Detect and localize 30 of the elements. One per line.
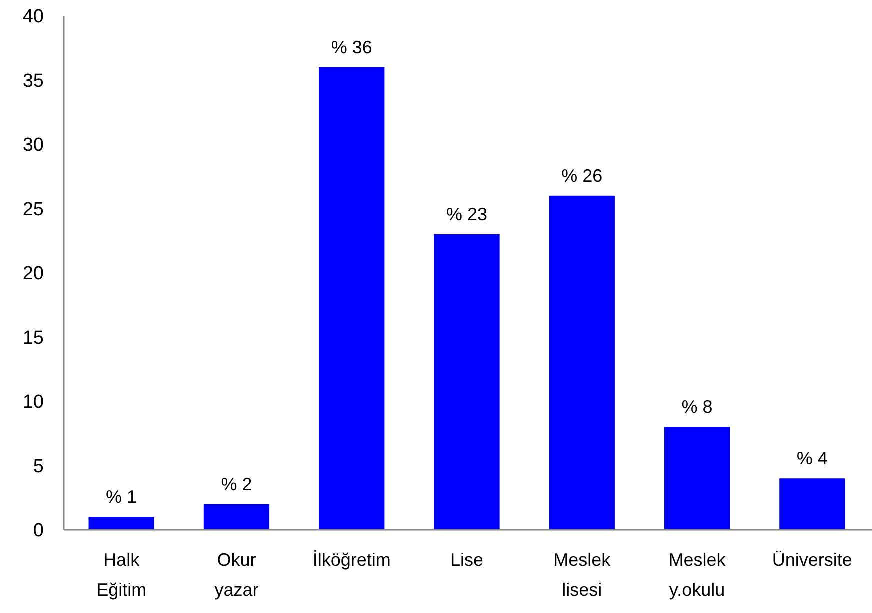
data-label: % 4 [796, 448, 828, 469]
x-tick-label: Meslek lisesi [554, 550, 612, 600]
x-tick-label: Okur yazar [214, 550, 259, 600]
y-tick-label: 0 [33, 520, 44, 542]
x-tick-label: Üniversite [772, 550, 852, 570]
y-tick-label: 30 [22, 135, 44, 156]
y-tick-label: 20 [22, 264, 44, 285]
data-label: % 23 [446, 204, 488, 224]
x-tick-label: Halk Eğitim [96, 550, 147, 600]
bar [434, 234, 500, 530]
data-label: % 1 [106, 487, 138, 508]
y-tick-label: 15 [22, 328, 44, 349]
data-label: % 36 [331, 37, 372, 58]
x-tick-label: Meslek y.okulu [668, 550, 727, 600]
bar [88, 517, 154, 530]
y-tick-label: 35 [22, 70, 44, 92]
data-label: % 2 [221, 474, 252, 494]
data-label: % 26 [562, 166, 603, 186]
y-tick-label: 10 [22, 392, 44, 414]
bar [780, 478, 846, 530]
data-label: % 8 [682, 397, 713, 418]
bar [319, 67, 385, 530]
y-tick-label: 5 [33, 456, 44, 478]
bar [549, 196, 615, 530]
y-tick-label: 25 [22, 199, 44, 220]
y-tick-label: 40 [22, 6, 44, 28]
x-tick-label: Lise [450, 550, 484, 570]
x-tick-label: İlköğretim [312, 550, 391, 570]
bar [664, 427, 730, 530]
bar [204, 504, 270, 530]
